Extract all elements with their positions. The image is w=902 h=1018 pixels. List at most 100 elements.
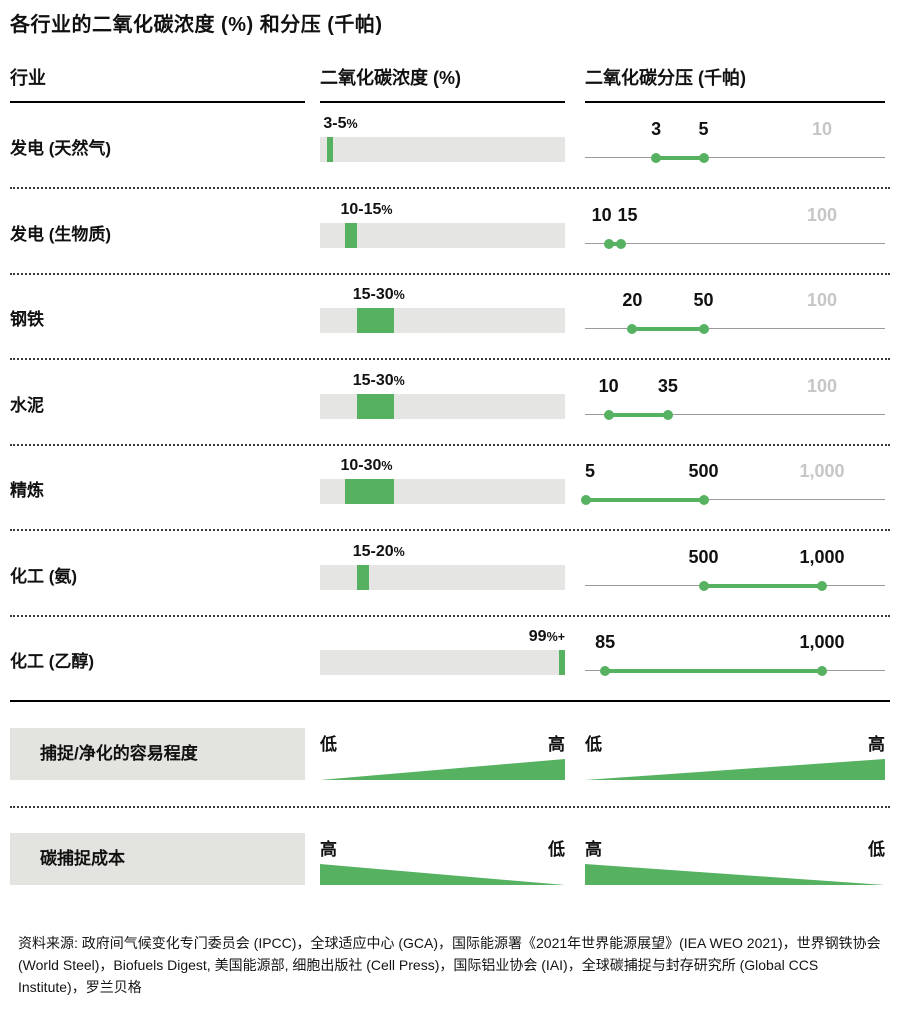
- decreasing-wedge-icon: [320, 864, 565, 885]
- legend-label: 碳捕捉成本: [40, 849, 125, 868]
- pressure-high-dot: [698, 324, 709, 334]
- concentration-value-label: 15-20%: [352, 543, 405, 560]
- pressure-axis-line: [585, 499, 885, 500]
- gradient-right-label: 高: [548, 735, 565, 754]
- concentration-bar-track: [320, 223, 565, 248]
- column-header-pressure: 二氧化碳分压 (千帕): [585, 64, 885, 103]
- gradient-left-label: 低: [585, 735, 602, 754]
- pressure-range-segment: [656, 155, 704, 160]
- ease-gradient-pressure: 低 高: [585, 730, 885, 782]
- column-header-concentration: 二氧化碳浓度 (%): [320, 64, 565, 103]
- concentration-cell: 10-15%: [320, 190, 565, 275]
- table-row: 精炼 10-30% 5 500 1,000: [10, 446, 890, 531]
- concentration-bar-segment: [344, 479, 394, 504]
- pressure-high-label: 15: [617, 205, 638, 225]
- pressure-scale-max-label: 100: [806, 205, 838, 225]
- pressure-high-label: 50: [693, 290, 714, 310]
- concentration-cell: 15-30%: [320, 275, 565, 360]
- pressure-high-label: 1,000: [799, 547, 845, 567]
- concentration-bar-track: [320, 308, 565, 333]
- ease-gradient-concentration: 低 高: [320, 730, 565, 782]
- gradient-left-label: 高: [320, 840, 337, 859]
- concentration-bar-track: [320, 137, 565, 162]
- pressure-scale-max-label: 100: [806, 290, 838, 310]
- pressure-high-dot: [662, 410, 673, 420]
- concentration-value-label: 10-15%: [340, 201, 393, 218]
- pressure-scale-max-label: 100: [806, 376, 838, 396]
- concentration-bar-track: [320, 479, 565, 504]
- pressure-scale-max-label: 10: [811, 119, 833, 139]
- table-row: 钢铁 15-30% 20 50 100: [10, 275, 890, 360]
- pressure-axis-line: [585, 414, 885, 415]
- pressure-high-label: 35: [657, 376, 678, 396]
- pressure-high-dot: [817, 666, 827, 676]
- legend-label-box: 捕捉/净化的容易程度: [10, 728, 305, 780]
- table-row: 发电 (天然气) 3-5% 3 5 10: [10, 104, 890, 189]
- row-separator: [10, 806, 890, 808]
- pressure-low-dot: [603, 410, 614, 420]
- concentration-bar-segment: [356, 308, 394, 333]
- concentration-value-label: 15-30%: [352, 286, 405, 303]
- pressure-axis-line: [585, 328, 885, 329]
- pressure-low-label: 500: [688, 547, 719, 567]
- pressure-high-dot: [817, 581, 827, 591]
- gradient-right-label: 低: [868, 840, 885, 859]
- concentration-bar-track: [320, 650, 565, 675]
- pressure-cell: 85 1,000: [585, 617, 885, 702]
- pressure-low-dot: [627, 324, 638, 334]
- pressure-low-dot: [581, 495, 592, 505]
- gradient-left-label: 低: [320, 735, 337, 754]
- pressure-axis-line: [585, 157, 885, 158]
- pressure-cell: 20 50 100: [585, 275, 885, 360]
- industry-label: 化工 (乙醇): [10, 652, 95, 671]
- cost-gradient-concentration: 高 低: [320, 835, 565, 887]
- pressure-cell: 10 35 100: [585, 361, 885, 446]
- pressure-low-label: 10: [598, 376, 619, 396]
- concentration-bar-segment: [356, 394, 394, 419]
- pressure-high-dot: [698, 153, 709, 163]
- concentration-bar-segment: [356, 565, 369, 590]
- page-title: 各行业的二氧化碳浓度 (%) 和分压 (千帕): [10, 14, 383, 36]
- pressure-low-dot: [651, 153, 662, 163]
- pressure-high-label: 1,000: [799, 632, 845, 652]
- pressure-range-segment: [586, 497, 704, 502]
- legend-label-box: 碳捕捉成本: [10, 833, 305, 885]
- concentration-value-label: 10-30%: [340, 457, 393, 474]
- pressure-low-label: 20: [622, 290, 643, 310]
- pressure-cell: 500 1,000: [585, 532, 885, 617]
- pressure-axis-line: [585, 243, 885, 244]
- pressure-cell: 10 15 100: [585, 190, 885, 275]
- table-row: 发电 (生物质) 10-15% 10 15 100: [10, 190, 890, 275]
- decreasing-wedge-icon: [585, 864, 885, 885]
- pressure-low-dot: [698, 581, 709, 591]
- concentration-cell: 99%+: [320, 617, 565, 702]
- pressure-low-label: 85: [595, 632, 616, 652]
- table-row: 水泥 15-30% 10 35 100: [10, 361, 890, 446]
- industry-label: 水泥: [10, 396, 44, 415]
- pressure-range-segment: [632, 326, 704, 331]
- pressure-high-label: 5: [698, 119, 709, 139]
- table-row: 化工 (氨) 15-20% 500 1,000: [10, 532, 890, 617]
- cost-gradient-pressure: 高 低: [585, 835, 885, 887]
- table-row: 化工 (乙醇) 99%+ 85 1,000: [10, 617, 890, 702]
- pressure-scale-max-label: 1,000: [799, 461, 845, 481]
- pressure-low-dot: [603, 239, 614, 249]
- pressure-cell: 3 5 10: [585, 104, 885, 189]
- pressure-range-segment: [703, 583, 822, 588]
- gradient-right-label: 高: [868, 735, 885, 754]
- concentration-bar-segment: [327, 137, 334, 162]
- concentration-cell: 15-20%: [320, 532, 565, 617]
- concentration-bar-track: [320, 394, 565, 419]
- gradient-left-label: 高: [585, 840, 602, 859]
- concentration-bar-segment: [344, 223, 357, 248]
- concentration-bar-segment: [559, 650, 565, 675]
- industry-label: 钢铁: [10, 310, 44, 329]
- pressure-high-label: 500: [688, 461, 719, 481]
- concentration-cell: 10-30%: [320, 446, 565, 531]
- legend-label: 捕捉/净化的容易程度: [40, 744, 198, 763]
- pressure-low-label: 5: [585, 461, 596, 481]
- concentration-value-label: 99%+: [528, 628, 565, 645]
- source-note: 资料来源: 政府间气候变化专门委员会 (IPCC)，全球适应中心 (GCA)，国…: [18, 935, 881, 996]
- industry-label: 发电 (天然气): [10, 139, 112, 158]
